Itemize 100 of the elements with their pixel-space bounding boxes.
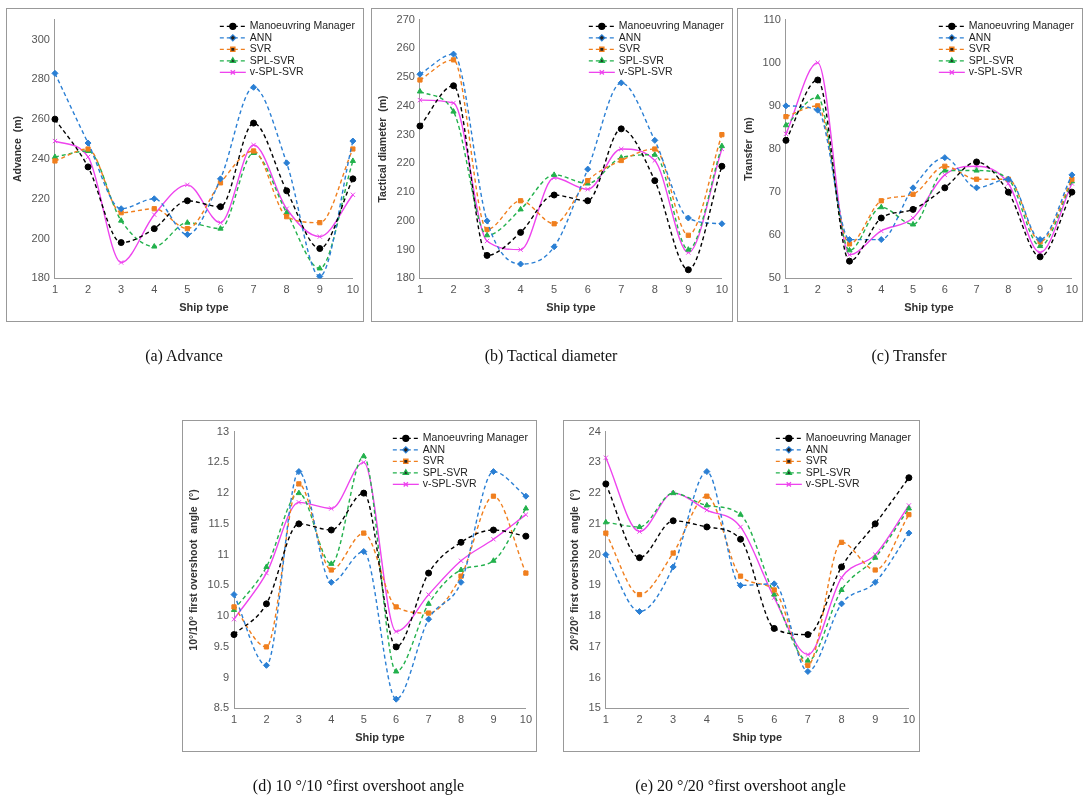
y-tick-label: 80: [768, 142, 781, 155]
y-tick-label: 180: [396, 271, 415, 284]
y-axis-title: 10°/10° first overshoot angle (°): [187, 489, 200, 651]
legend-label: Manoeuvring Manager: [249, 19, 356, 32]
legend-label: SPL-SVR: [618, 53, 665, 66]
y-tick-label: 240: [31, 151, 50, 164]
y-axis-title: Advance (m): [11, 116, 24, 182]
x-tick-label: 10: [715, 283, 729, 296]
legend-label: SPL-SVR: [249, 53, 296, 66]
x-axis-title: Ship type: [355, 731, 405, 744]
x-tick-label: 4: [517, 283, 524, 296]
x-tick-label: 2: [84, 283, 92, 296]
x-tick-label: 6: [217, 283, 224, 296]
x-tick-label: 5: [360, 713, 367, 726]
legend-label: SVR: [618, 42, 641, 55]
x-tick-label: 6: [941, 283, 948, 296]
x-tick-label: 7: [425, 713, 432, 726]
y-tick-label: 11: [217, 547, 230, 560]
x-tick-label: 2: [263, 713, 270, 726]
legend-label: SPL-SVR: [422, 465, 469, 478]
x-tick-label: 3: [483, 283, 491, 296]
y-tick-label: 18: [588, 609, 601, 622]
x-tick-label: 8: [838, 713, 845, 726]
x-tick-label: 2: [450, 283, 457, 296]
y-tick-label: 24: [588, 424, 601, 437]
x-tick-label: 2: [636, 713, 643, 726]
x-tick-label: 7: [973, 283, 980, 296]
x-tick-label: 3: [670, 713, 677, 726]
y-tick-label: 19: [588, 578, 601, 591]
y-tick-label: 20: [588, 547, 601, 560]
y-tick-label: 270: [396, 12, 415, 25]
y-tick-label: 90: [768, 98, 781, 111]
x-tick-label: 1: [416, 283, 424, 296]
y-tick-label: 200: [31, 231, 50, 244]
y-tick-label: 9.5: [213, 639, 230, 652]
text: (e) 20 °/20 °first overshoot angle: [635, 776, 846, 795]
x-tick-label: 5: [551, 283, 558, 296]
x-tick-label: 2: [814, 283, 821, 296]
x-tick-label: 5: [909, 283, 917, 296]
y-axis-title: Transfer (m): [742, 117, 755, 181]
x-tick-label: 3: [846, 283, 853, 296]
y-tick-label: 16: [588, 670, 601, 683]
y-tick-label: 70: [768, 185, 781, 198]
text: (b) Tactical diameter: [484, 346, 619, 365]
x-tick-label: 7: [804, 713, 811, 726]
legend-label: SPL-SVR: [968, 53, 1015, 66]
x-tick-label: 10: [519, 713, 533, 726]
legend-label: v-SPL-SVR: [618, 65, 673, 78]
x-tick-label: 3: [118, 283, 125, 296]
y-tick-label: 12.5: [207, 455, 230, 468]
x-axis-title: Ship type: [904, 301, 954, 314]
legend-label: ANN: [968, 30, 991, 43]
y-tick-label: 260: [396, 41, 415, 54]
legend-label: v-SPL-SVR: [968, 65, 1023, 78]
legend-label: v-SPL-SVR: [422, 477, 477, 490]
x-tick-label: 9: [316, 283, 323, 296]
y-tick-label: 10.5: [207, 578, 230, 591]
y-tick-label: 8.5: [213, 701, 230, 714]
x-tick-label: 8: [651, 283, 658, 296]
y-tick-label: 100: [762, 55, 781, 68]
x-tick-label: 4: [703, 713, 710, 726]
x-tick-label: 8: [457, 713, 465, 726]
y-tick-label: 17: [588, 639, 601, 652]
legend-label: v-SPL-SVR: [249, 65, 304, 78]
y-tick-label: 200: [396, 213, 415, 226]
x-tick-label: 4: [328, 713, 335, 726]
x-tick-label: 6: [771, 713, 778, 726]
y-tick-label: 22: [588, 486, 601, 499]
y-tick-label: 300: [31, 32, 50, 45]
x-tick-label: 1: [230, 713, 238, 726]
y-tick-label: 180: [31, 271, 50, 284]
x-tick-label: 9: [1037, 283, 1044, 296]
y-tick-label: 11.5: [208, 516, 230, 529]
y-tick-label: 220: [396, 156, 415, 169]
x-axis-title: Ship type: [546, 301, 596, 314]
y-tick-label: 50: [768, 271, 781, 284]
y-tick-label: 280: [31, 72, 50, 85]
legend-label: ANN: [618, 30, 641, 43]
text: (a) Advance: [145, 346, 223, 365]
x-tick-label: 8: [283, 283, 290, 296]
y-tick-label: 23: [588, 455, 601, 468]
legend-label: Manoeuvring Manager: [968, 19, 1075, 32]
y-axis-title: Tactical diameter (m): [376, 95, 389, 203]
x-tick-label: 9: [872, 713, 879, 726]
x-axis-title: Ship type: [179, 301, 229, 314]
x-tick-label: 6: [584, 283, 591, 296]
y-tick-label: 250: [396, 70, 415, 83]
x-tick-label: 8: [1005, 283, 1012, 296]
x-tick-label: 5: [737, 713, 744, 726]
y-tick-label: 220: [31, 191, 50, 204]
x-tick-label: 7: [618, 283, 625, 296]
y-tick-label: 60: [768, 228, 781, 241]
x-tick-label: 7: [250, 283, 257, 296]
x-tick-label: 1: [782, 283, 790, 296]
legend-label: ANN: [422, 442, 445, 455]
y-tick-label: 12: [216, 486, 230, 499]
y-tick-label: 230: [396, 127, 415, 140]
legend-label: SVR: [249, 42, 272, 55]
text: (d) 10 °/10 °first overshoot angle: [252, 776, 465, 795]
text: (c) Transfer: [871, 346, 948, 365]
